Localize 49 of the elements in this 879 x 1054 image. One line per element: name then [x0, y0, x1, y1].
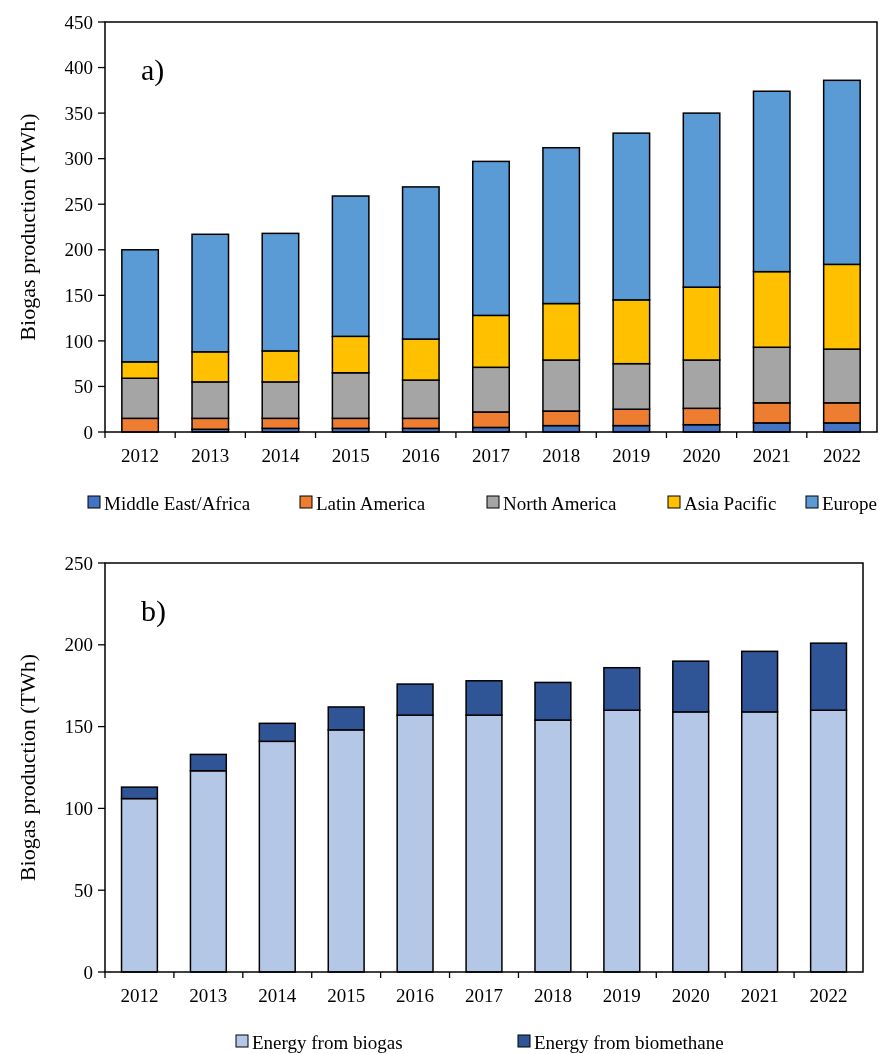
y-tick-label: 0 — [83, 961, 93, 983]
x-tick-label: 2013 — [191, 445, 230, 466]
y-tick-label: 250 — [64, 552, 93, 574]
legend-label: Europe — [822, 492, 877, 514]
x-tick-label: 2019 — [612, 445, 651, 466]
y-tick-label: 350 — [64, 102, 93, 124]
text: b) — [141, 594, 166, 628]
x-tick-label: 2019 — [602, 985, 641, 1006]
x-tick-label: 2014 — [258, 985, 297, 1006]
x-tick-label: 2022 — [809, 985, 848, 1006]
x-tick-label: 2021 — [740, 985, 779, 1006]
y-tick-label: 0 — [83, 421, 93, 443]
x-tick-label: 2017 — [472, 445, 510, 466]
y-axis-title: Biogas production (TWh) — [15, 113, 40, 341]
text: a) — [141, 53, 165, 87]
y-tick-label: 200 — [64, 634, 93, 656]
x-tick-label: 2012 — [120, 985, 159, 1006]
legend-label: North America — [503, 492, 617, 514]
legend-label: Middle East/Africa — [104, 492, 251, 514]
y-tick-label: 200 — [64, 239, 93, 261]
legend-label: Latin America — [316, 492, 426, 514]
y-tick-label: 450 — [64, 11, 93, 33]
x-tick-label: 2020 — [682, 445, 721, 466]
y-tick-label: 50 — [74, 879, 93, 901]
legend-label: Asia Pacific — [684, 492, 777, 514]
x-tick-label: 2015 — [327, 985, 366, 1006]
y-tick-label: 100 — [64, 798, 93, 820]
x-tick-label: 2018 — [542, 445, 581, 466]
y-tick-label: 150 — [64, 716, 93, 738]
y-tick-label: 50 — [74, 376, 93, 398]
x-tick-label: 2012 — [121, 445, 160, 466]
x-tick-label: 2013 — [189, 985, 228, 1006]
x-tick-label: 2016 — [401, 445, 440, 466]
y-tick-label: 300 — [64, 148, 93, 170]
x-tick-label: 2020 — [671, 985, 710, 1006]
x-tick-label: 2022 — [822, 445, 861, 466]
y-tick-label: 250 — [64, 193, 93, 215]
x-tick-label: 2018 — [533, 985, 572, 1006]
legend-label: Energy from biomethane — [534, 1031, 724, 1053]
y-tick-label: 150 — [64, 284, 93, 306]
y-axis-title: Biogas production (TWh) — [15, 653, 40, 882]
x-tick-label: 2017 — [465, 985, 503, 1006]
x-tick-label: 2021 — [752, 445, 791, 466]
x-tick-label: 2016 — [396, 985, 435, 1006]
x-tick-label: 2015 — [331, 445, 370, 466]
legend-label: Energy from biogas — [252, 1031, 403, 1053]
y-tick-label: 400 — [64, 57, 93, 79]
y-tick-label: 100 — [64, 330, 93, 352]
x-tick-label: 2014 — [261, 445, 300, 466]
